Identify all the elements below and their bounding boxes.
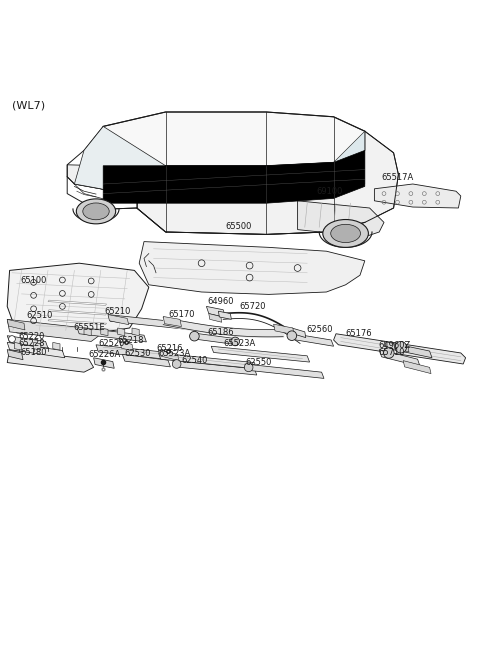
Polygon shape [192, 333, 238, 345]
Text: 62540: 62540 [181, 356, 208, 365]
Polygon shape [7, 319, 98, 341]
Polygon shape [122, 354, 170, 367]
Polygon shape [163, 316, 181, 327]
Polygon shape [132, 328, 139, 336]
Polygon shape [173, 361, 257, 375]
Ellipse shape [83, 203, 109, 220]
Polygon shape [298, 201, 384, 237]
Text: 65500: 65500 [226, 222, 252, 231]
Polygon shape [334, 334, 466, 364]
Text: 65210: 65210 [105, 307, 131, 316]
Text: 62530: 62530 [125, 349, 151, 358]
Circle shape [384, 348, 394, 358]
Circle shape [172, 359, 181, 368]
Polygon shape [34, 342, 41, 350]
Circle shape [231, 337, 240, 346]
Polygon shape [209, 314, 222, 322]
Circle shape [395, 341, 407, 353]
Polygon shape [274, 324, 294, 335]
Text: 65228: 65228 [18, 339, 45, 348]
Circle shape [287, 331, 297, 340]
Polygon shape [101, 328, 108, 336]
Polygon shape [48, 300, 107, 306]
Polygon shape [67, 165, 166, 198]
Ellipse shape [323, 220, 369, 247]
Polygon shape [48, 310, 107, 315]
Polygon shape [7, 336, 48, 348]
Ellipse shape [76, 199, 116, 224]
Circle shape [9, 336, 15, 342]
Text: (WL7): (WL7) [12, 100, 45, 110]
Text: 65720: 65720 [239, 302, 265, 311]
Polygon shape [7, 319, 25, 330]
Polygon shape [403, 361, 431, 374]
Polygon shape [74, 127, 166, 198]
Text: 65517A: 65517A [382, 173, 414, 182]
Polygon shape [108, 315, 192, 330]
Text: 65523A: 65523A [223, 339, 255, 348]
Polygon shape [7, 350, 94, 372]
Polygon shape [292, 328, 306, 338]
Circle shape [244, 363, 253, 372]
Polygon shape [206, 306, 226, 318]
Polygon shape [137, 131, 398, 234]
Polygon shape [288, 333, 334, 346]
Text: 62560: 62560 [306, 325, 333, 335]
Polygon shape [245, 364, 324, 379]
Polygon shape [394, 342, 409, 352]
Text: 65216: 65216 [156, 344, 182, 354]
Text: 65170: 65170 [168, 310, 194, 319]
Polygon shape [334, 131, 365, 191]
Polygon shape [84, 328, 91, 336]
Polygon shape [84, 112, 365, 170]
Text: 65710: 65710 [378, 348, 405, 357]
Polygon shape [7, 263, 149, 338]
Text: 65186: 65186 [207, 327, 234, 337]
Text: 65551E: 65551E [73, 323, 105, 332]
Polygon shape [120, 341, 133, 351]
Polygon shape [77, 327, 146, 342]
Polygon shape [211, 346, 310, 362]
Text: 62510: 62510 [26, 311, 53, 320]
Polygon shape [118, 328, 125, 336]
Text: 65218: 65218 [118, 336, 144, 345]
Text: 65176: 65176 [346, 329, 372, 338]
Polygon shape [384, 341, 432, 358]
Text: 65226A: 65226A [89, 350, 121, 359]
Polygon shape [14, 342, 22, 350]
Text: 64960: 64960 [207, 297, 234, 306]
Polygon shape [218, 311, 231, 319]
Text: 65180: 65180 [20, 348, 47, 357]
Text: 65100: 65100 [20, 276, 47, 285]
Text: 62520: 62520 [98, 339, 125, 348]
Polygon shape [48, 319, 107, 325]
Polygon shape [94, 358, 114, 368]
Polygon shape [7, 342, 65, 358]
Polygon shape [158, 350, 179, 361]
Circle shape [190, 331, 199, 341]
Text: 65523A: 65523A [158, 349, 191, 358]
Polygon shape [108, 315, 129, 325]
Polygon shape [266, 163, 334, 194]
Polygon shape [103, 150, 365, 203]
Polygon shape [166, 166, 266, 194]
Text: 62550: 62550 [246, 358, 272, 367]
Polygon shape [379, 350, 420, 367]
Text: 69100: 69100 [317, 187, 343, 196]
Polygon shape [158, 353, 257, 369]
Text: 64960Z: 64960Z [378, 340, 410, 350]
Text: 65220: 65220 [18, 332, 45, 341]
Polygon shape [374, 184, 461, 208]
Polygon shape [7, 350, 23, 359]
Polygon shape [96, 345, 166, 359]
Polygon shape [139, 241, 365, 295]
Ellipse shape [331, 224, 360, 243]
Polygon shape [53, 342, 60, 350]
